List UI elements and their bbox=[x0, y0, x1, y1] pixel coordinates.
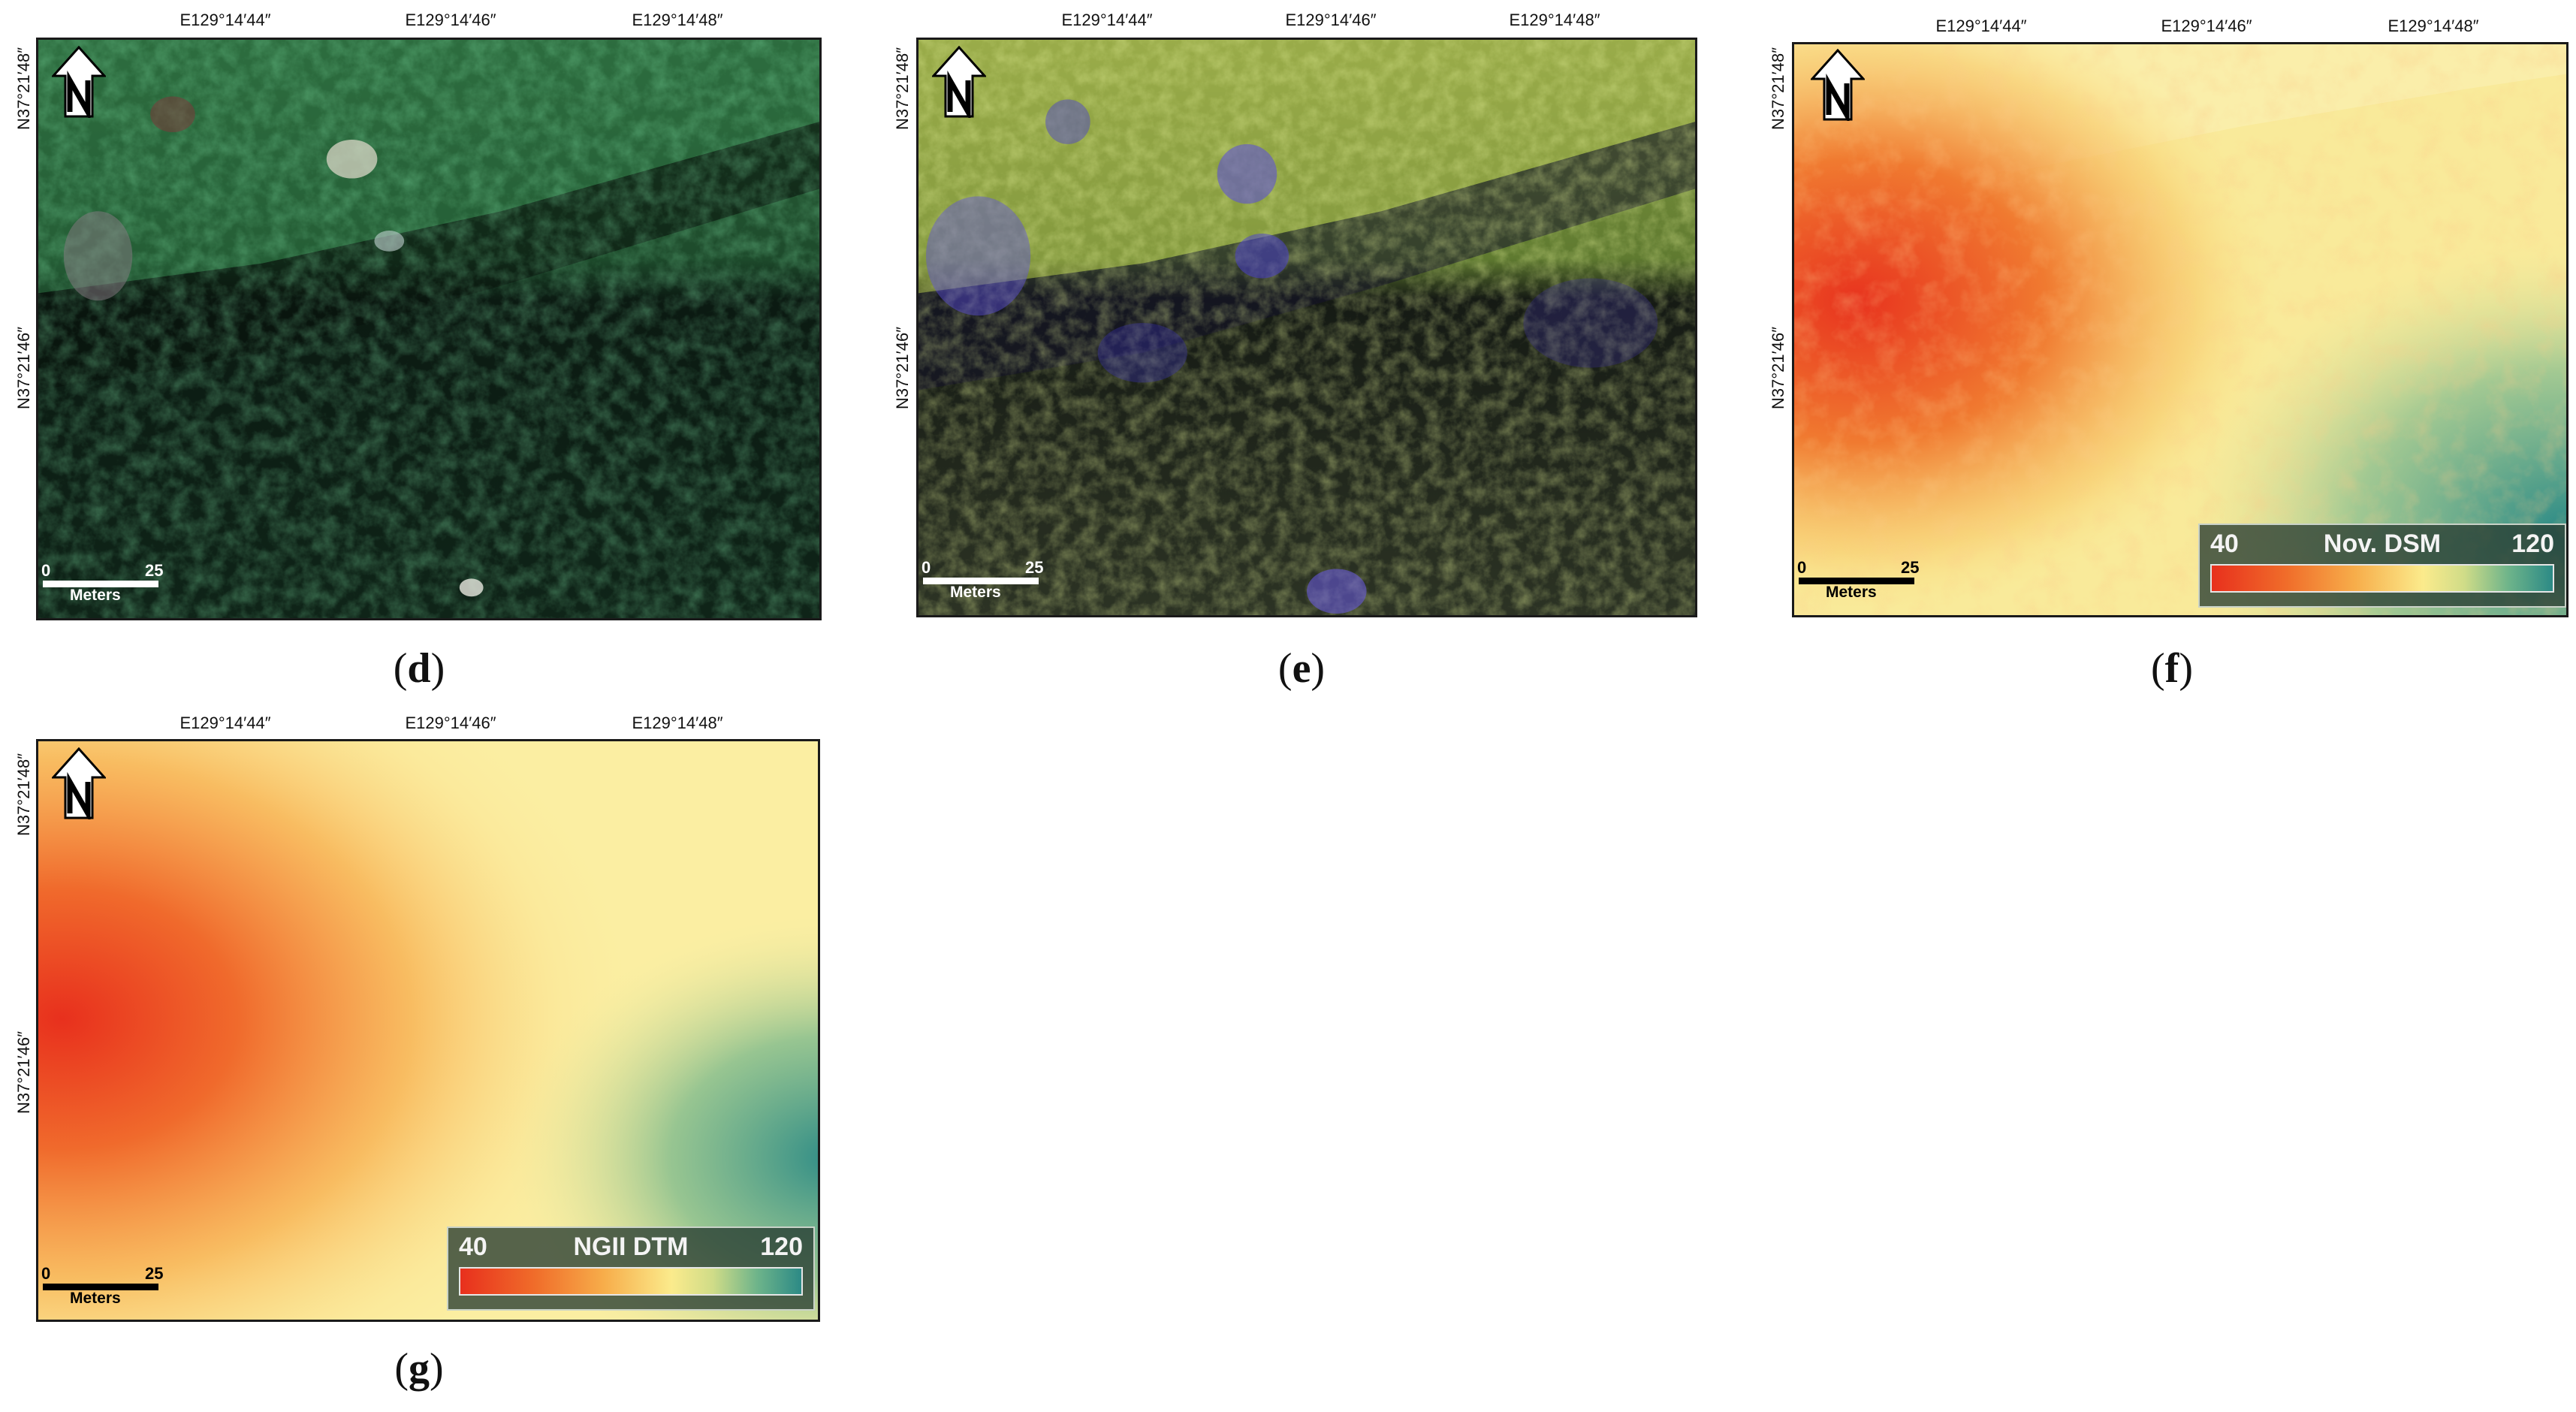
legend-title: NGII DTM bbox=[573, 1232, 689, 1261]
lat-label-2: N37°21′46″ bbox=[893, 326, 912, 410]
elevation-legend-g: 40 NGII DTM 120 bbox=[447, 1226, 815, 1311]
scale-max: 25 bbox=[1025, 558, 1044, 577]
legend-min: 40 bbox=[2210, 530, 2239, 558]
scale-bar-line bbox=[43, 1284, 158, 1290]
lon-label-2: E129°14′46″ bbox=[2161, 17, 2252, 35]
caption-e: (e) bbox=[1277, 645, 1326, 692]
lon-label-3: E129°14′48″ bbox=[632, 714, 723, 732]
scale-bar-line bbox=[43, 581, 158, 587]
north-arrow-icon bbox=[52, 747, 106, 819]
scale-bar-g: 0 25 Meters bbox=[41, 1264, 164, 1307]
scale-max: 25 bbox=[145, 1264, 164, 1283]
dtm-elevation-raster bbox=[38, 741, 818, 1320]
scale-max: 25 bbox=[145, 561, 164, 580]
north-arrow-icon bbox=[52, 46, 106, 118]
scale-zero: 0 bbox=[922, 558, 931, 577]
map-frame-g: 0 25 Meters 40 NGII DTM 120 bbox=[36, 739, 820, 1322]
scale-zero: 0 bbox=[41, 1264, 51, 1283]
caption-d: (d) bbox=[393, 645, 445, 692]
lat-label-1: N37°21′48″ bbox=[893, 47, 912, 131]
color-ramp bbox=[2210, 564, 2554, 593]
scale-bar-f: 0 25 Meters bbox=[1797, 558, 1920, 601]
lon-label-1: E129°14′44″ bbox=[179, 11, 271, 29]
map-frame-f: 0 25 Meters 40 Nov. DSM 120 bbox=[1792, 42, 2568, 617]
scale-unit: Meters bbox=[70, 587, 121, 604]
lat-label-1: N37°21′48″ bbox=[14, 753, 33, 837]
map-frame-e: 0 25 Meters bbox=[916, 38, 1697, 617]
scale-bar-d: 0 25 Meters bbox=[41, 561, 164, 604]
lat-label-2: N37°21′46″ bbox=[14, 326, 33, 410]
lat-label-2: N37°21′46″ bbox=[14, 1030, 33, 1115]
lon-label-1: E129°14′44″ bbox=[179, 714, 271, 732]
scale-zero: 0 bbox=[41, 561, 51, 580]
lat-label-1: N37°21′48″ bbox=[1769, 47, 1787, 131]
scale-unit: Meters bbox=[70, 1290, 121, 1307]
scale-bar-line bbox=[923, 578, 1039, 584]
dsm-elevation-raster bbox=[1794, 44, 2566, 615]
scale-bar-line bbox=[1799, 578, 1914, 584]
elevation-legend-f: 40 Nov. DSM 120 bbox=[2198, 523, 2566, 608]
multispectral-false-color bbox=[918, 40, 1695, 615]
color-ramp bbox=[459, 1267, 803, 1296]
scale-bar-e: 0 25 Meters bbox=[922, 558, 1044, 601]
rgb-orthophoto bbox=[38, 40, 819, 618]
caption-g: (g) bbox=[394, 1345, 444, 1392]
north-arrow-icon bbox=[1811, 49, 1865, 121]
scale-zero: 0 bbox=[1797, 558, 1807, 577]
legend-max: 120 bbox=[760, 1232, 803, 1261]
lon-label-3: E129°14′48″ bbox=[2387, 17, 2479, 35]
caption-f: (f) bbox=[2151, 645, 2193, 692]
lat-label-1: N37°21′48″ bbox=[14, 47, 33, 131]
lon-label-1: E129°14′44″ bbox=[1935, 17, 2027, 35]
scale-unit: Meters bbox=[1826, 584, 1877, 601]
lon-label-3: E129°14′48″ bbox=[1509, 11, 1600, 29]
north-arrow-icon bbox=[932, 46, 986, 118]
lon-label-2: E129°14′46″ bbox=[405, 714, 496, 732]
legend-title: Nov. DSM bbox=[2323, 530, 2442, 558]
lon-label-2: E129°14′46″ bbox=[1285, 11, 1377, 29]
scale-max: 25 bbox=[1901, 558, 1920, 577]
lon-label-2: E129°14′46″ bbox=[405, 11, 496, 29]
lat-label-2: N37°21′46″ bbox=[1769, 326, 1787, 410]
lon-label-1: E129°14′44″ bbox=[1061, 11, 1153, 29]
scale-unit: Meters bbox=[950, 584, 1001, 601]
legend-min: 40 bbox=[459, 1232, 487, 1261]
lon-label-3: E129°14′48″ bbox=[632, 11, 723, 29]
legend-max: 120 bbox=[2511, 530, 2554, 558]
map-frame-d: 0 25 Meters bbox=[36, 38, 822, 620]
